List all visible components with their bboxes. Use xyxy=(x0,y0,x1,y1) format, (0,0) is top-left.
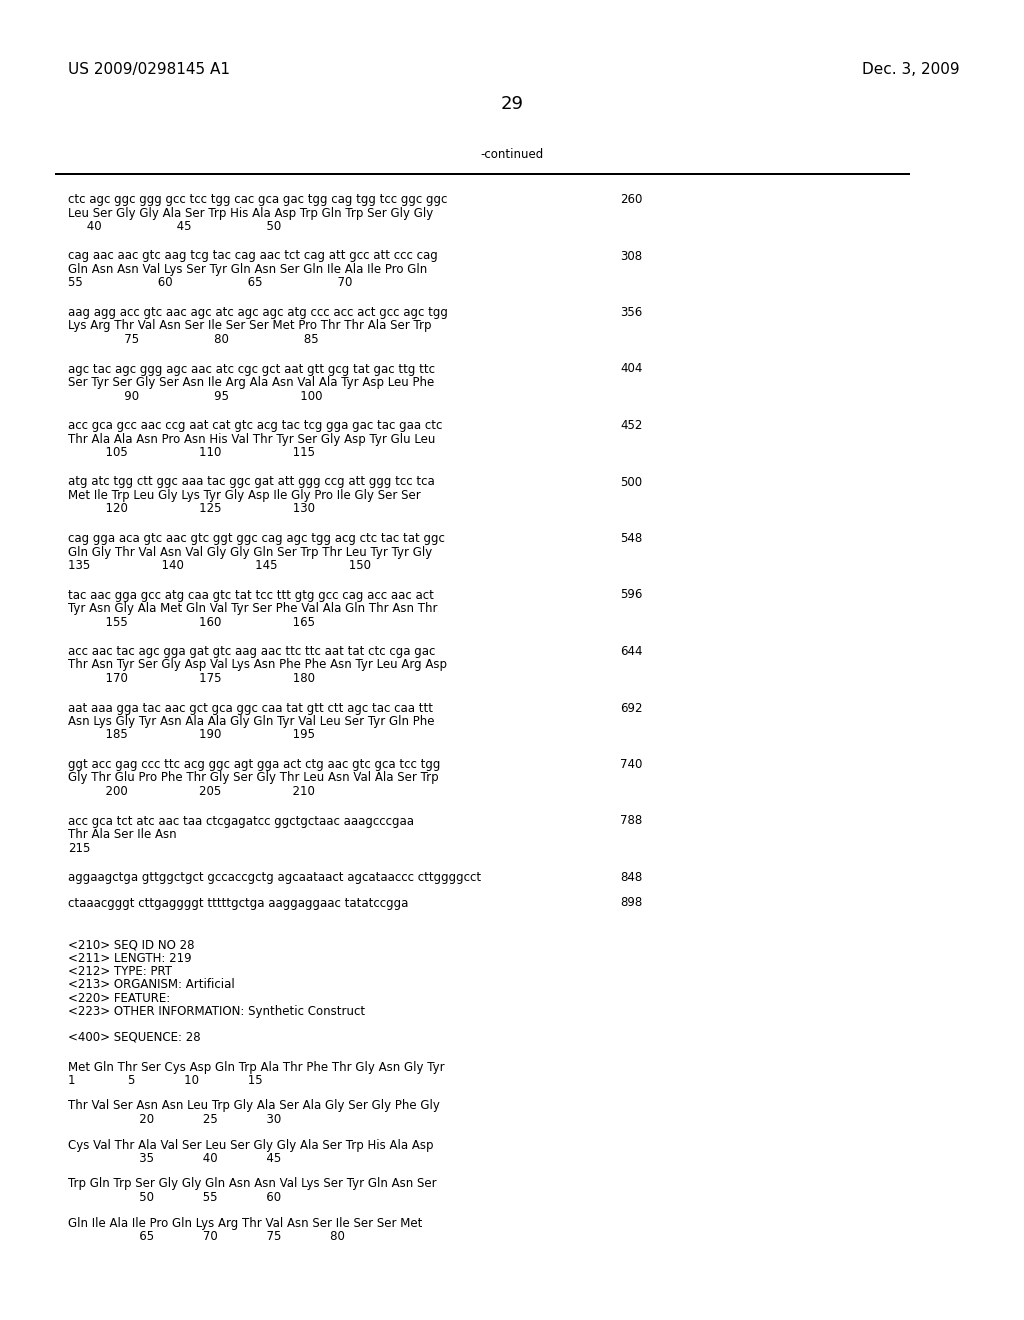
Text: aat aaa gga tac aac gct gca ggc caa tat gtt ctt agc tac caa ttt: aat aaa gga tac aac gct gca ggc caa tat … xyxy=(68,701,433,714)
Text: 75                    80                    85: 75 80 85 xyxy=(68,333,318,346)
Text: 105                   110                   115: 105 110 115 xyxy=(68,446,315,459)
Text: Trp Gln Trp Ser Gly Gly Gln Asn Asn Val Lys Ser Tyr Gln Asn Ser: Trp Gln Trp Ser Gly Gly Gln Asn Asn Val … xyxy=(68,1177,436,1191)
Text: Asn Lys Gly Tyr Asn Ala Ala Gly Gln Tyr Val Leu Ser Tyr Gln Phe: Asn Lys Gly Tyr Asn Ala Ala Gly Gln Tyr … xyxy=(68,715,434,729)
Text: <220> FEATURE:: <220> FEATURE: xyxy=(68,993,170,1005)
Text: Gln Asn Asn Val Lys Ser Tyr Gln Asn Ser Gln Ile Ala Ile Pro Gln: Gln Asn Asn Val Lys Ser Tyr Gln Asn Ser … xyxy=(68,263,427,276)
Text: 308: 308 xyxy=(620,249,642,263)
Text: 155                   160                   165: 155 160 165 xyxy=(68,615,315,628)
Text: 260: 260 xyxy=(620,193,642,206)
Text: 29: 29 xyxy=(501,95,523,114)
Text: aag agg acc gtc aac agc atc agc agc atg ccc acc act gcc agc tgg: aag agg acc gtc aac agc atc agc agc atg … xyxy=(68,306,447,319)
Text: 20             25             30: 20 25 30 xyxy=(68,1113,282,1126)
Text: tac aac gga gcc atg caa gtc tat tcc ttt gtg gcc cag acc aac act: tac aac gga gcc atg caa gtc tat tcc ttt … xyxy=(68,589,434,602)
Text: Ser Tyr Ser Gly Ser Asn Ile Arg Ala Asn Val Ala Tyr Asp Leu Phe: Ser Tyr Ser Gly Ser Asn Ile Arg Ala Asn … xyxy=(68,376,434,389)
Text: 788: 788 xyxy=(620,814,642,828)
Text: 848: 848 xyxy=(620,871,642,884)
Text: 170                   175                   180: 170 175 180 xyxy=(68,672,315,685)
Text: Cys Val Thr Ala Val Ser Leu Ser Gly Gly Ala Ser Trp His Ala Asp: Cys Val Thr Ala Val Ser Leu Ser Gly Gly … xyxy=(68,1138,433,1151)
Text: ggt acc gag ccc ttc acg ggc agt gga act ctg aac gtc gca tcc tgg: ggt acc gag ccc ttc acg ggc agt gga act … xyxy=(68,758,440,771)
Text: 40                    45                    50: 40 45 50 xyxy=(68,220,282,234)
Text: Gln Gly Thr Val Asn Val Gly Gly Gln Ser Trp Thr Leu Tyr Tyr Gly: Gln Gly Thr Val Asn Val Gly Gly Gln Ser … xyxy=(68,545,432,558)
Text: cag aac aac gtc aag tcg tac cag aac tct cag att gcc att ccc cag: cag aac aac gtc aag tcg tac cag aac tct … xyxy=(68,249,437,263)
Text: 692: 692 xyxy=(620,701,642,714)
Text: -continued: -continued xyxy=(480,148,544,161)
Text: ctaaacgggt cttgaggggt tttttgctga aaggaggaac tatatccgga: ctaaacgggt cttgaggggt tttttgctga aaggagg… xyxy=(68,896,409,909)
Text: Thr Ala Ala Asn Pro Asn His Val Thr Tyr Ser Gly Asp Tyr Glu Leu: Thr Ala Ala Asn Pro Asn His Val Thr Tyr … xyxy=(68,433,435,446)
Text: 185                   190                   195: 185 190 195 xyxy=(68,729,315,742)
Text: 35             40             45: 35 40 45 xyxy=(68,1152,282,1166)
Text: 55                    60                    65                    70: 55 60 65 70 xyxy=(68,276,352,289)
Text: <213> ORGANISM: Artificial: <213> ORGANISM: Artificial xyxy=(68,978,234,991)
Text: 898: 898 xyxy=(620,896,642,909)
Text: 65             70             75             80: 65 70 75 80 xyxy=(68,1230,345,1243)
Text: Tyr Asn Gly Ala Met Gln Val Tyr Ser Phe Val Ala Gln Thr Asn Thr: Tyr Asn Gly Ala Met Gln Val Tyr Ser Phe … xyxy=(68,602,437,615)
Text: 90                    95                   100: 90 95 100 xyxy=(68,389,323,403)
Text: <210> SEQ ID NO 28: <210> SEQ ID NO 28 xyxy=(68,939,195,950)
Text: 1              5             10             15: 1 5 10 15 xyxy=(68,1074,262,1086)
Text: Met Ile Trp Leu Gly Lys Tyr Gly Asp Ile Gly Pro Ile Gly Ser Ser: Met Ile Trp Leu Gly Lys Tyr Gly Asp Ile … xyxy=(68,488,421,502)
Text: <211> LENGTH: 219: <211> LENGTH: 219 xyxy=(68,952,191,965)
Text: Gly Thr Glu Pro Phe Thr Gly Ser Gly Thr Leu Asn Val Ala Ser Trp: Gly Thr Glu Pro Phe Thr Gly Ser Gly Thr … xyxy=(68,771,438,784)
Text: 120                   125                   130: 120 125 130 xyxy=(68,503,315,516)
Text: atg atc tgg ctt ggc aaa tac ggc gat att ggg ccg att ggg tcc tca: atg atc tgg ctt ggc aaa tac ggc gat att … xyxy=(68,475,435,488)
Text: 596: 596 xyxy=(620,589,642,602)
Text: 740: 740 xyxy=(620,758,642,771)
Text: 500: 500 xyxy=(620,475,642,488)
Text: US 2009/0298145 A1: US 2009/0298145 A1 xyxy=(68,62,230,77)
Text: 200                   205                   210: 200 205 210 xyxy=(68,785,314,799)
Text: 452: 452 xyxy=(620,418,642,432)
Text: 356: 356 xyxy=(620,306,642,319)
Text: acc gca tct atc aac taa ctcgagatcc ggctgctaac aaagcccgaa: acc gca tct atc aac taa ctcgagatcc ggctg… xyxy=(68,814,414,828)
Text: Met Gln Thr Ser Cys Asp Gln Trp Ala Thr Phe Thr Gly Asn Gly Tyr: Met Gln Thr Ser Cys Asp Gln Trp Ala Thr … xyxy=(68,1060,444,1073)
Text: <400> SEQUENCE: 28: <400> SEQUENCE: 28 xyxy=(68,1031,201,1044)
Text: <223> OTHER INFORMATION: Synthetic Construct: <223> OTHER INFORMATION: Synthetic Const… xyxy=(68,1006,366,1019)
Text: <212> TYPE: PRT: <212> TYPE: PRT xyxy=(68,965,172,978)
Text: 404: 404 xyxy=(620,363,642,375)
Text: 135                   140                   145                   150: 135 140 145 150 xyxy=(68,558,371,572)
Text: Thr Ala Ser Ile Asn: Thr Ala Ser Ile Asn xyxy=(68,828,176,841)
Text: 548: 548 xyxy=(620,532,642,545)
Text: Dec. 3, 2009: Dec. 3, 2009 xyxy=(862,62,961,77)
Text: acc aac tac agc gga gat gtc aag aac ttc ttc aat tat ctc cga gac: acc aac tac agc gga gat gtc aag aac ttc … xyxy=(68,645,435,657)
Text: ctc agc ggc ggg gcc tcc tgg cac gca gac tgg cag tgg tcc ggc ggc: ctc agc ggc ggg gcc tcc tgg cac gca gac … xyxy=(68,193,447,206)
Text: Leu Ser Gly Gly Ala Ser Trp His Ala Asp Trp Gln Trp Ser Gly Gly: Leu Ser Gly Gly Ala Ser Trp His Ala Asp … xyxy=(68,206,433,219)
Text: 644: 644 xyxy=(620,645,642,657)
Text: cag gga aca gtc aac gtc ggt ggc cag agc tgg acg ctc tac tat ggc: cag gga aca gtc aac gtc ggt ggc cag agc … xyxy=(68,532,444,545)
Text: Gln Ile Ala Ile Pro Gln Lys Arg Thr Val Asn Ser Ile Ser Ser Met: Gln Ile Ala Ile Pro Gln Lys Arg Thr Val … xyxy=(68,1217,422,1229)
Text: 215: 215 xyxy=(68,842,90,854)
Text: 50             55             60: 50 55 60 xyxy=(68,1191,282,1204)
Text: agc tac agc ggg agc aac atc cgc gct aat gtt gcg tat gac ttg ttc: agc tac agc ggg agc aac atc cgc gct aat … xyxy=(68,363,435,375)
Text: acc gca gcc aac ccg aat cat gtc acg tac tcg gga gac tac gaa ctc: acc gca gcc aac ccg aat cat gtc acg tac … xyxy=(68,418,442,432)
Text: aggaagctga gttggctgct gccaccgctg agcaataact agcataaccc cttggggcct: aggaagctga gttggctgct gccaccgctg agcaata… xyxy=(68,871,481,884)
Text: Thr Asn Tyr Ser Gly Asp Val Lys Asn Phe Phe Asn Tyr Leu Arg Asp: Thr Asn Tyr Ser Gly Asp Val Lys Asn Phe … xyxy=(68,659,447,672)
Text: Lys Arg Thr Val Asn Ser Ile Ser Ser Met Pro Thr Thr Ala Ser Trp: Lys Arg Thr Val Asn Ser Ile Ser Ser Met … xyxy=(68,319,431,333)
Text: Thr Val Ser Asn Asn Leu Trp Gly Ala Ser Ala Gly Ser Gly Phe Gly: Thr Val Ser Asn Asn Leu Trp Gly Ala Ser … xyxy=(68,1100,440,1113)
